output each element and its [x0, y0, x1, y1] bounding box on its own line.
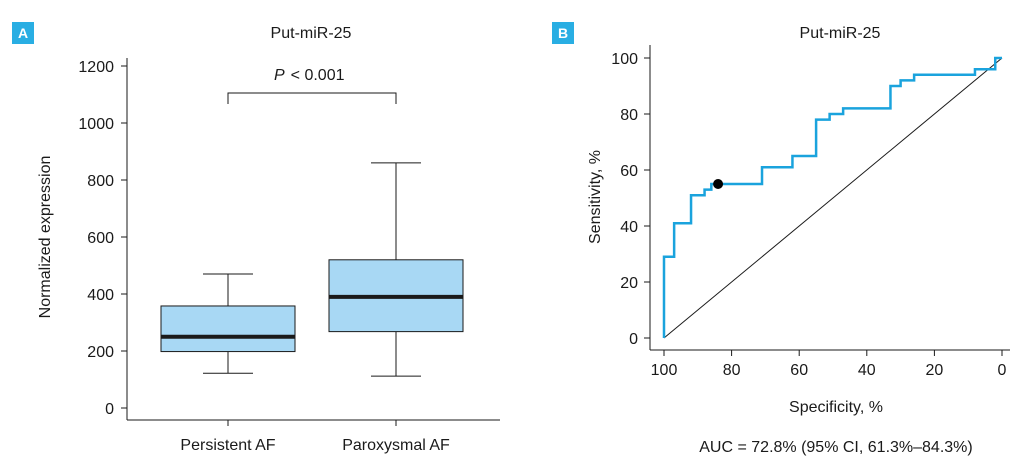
panel-b: B Put-miR-25 Sensitivity, % 0 20 40 60 80 100…: [552, 22, 1010, 456]
bracket-line: [227, 92, 397, 104]
x-tick-label: 100: [651, 362, 678, 379]
panel-b-y-axis-label: Sensitivity, %: [587, 150, 604, 244]
panel-a-title: Put-miR-25: [271, 25, 352, 42]
roc-reference-line: [663, 57, 1003, 339]
panel-a: A Put-miR-25 Normalized expression 0 200 4…: [12, 22, 500, 454]
panel-b-letter: B: [558, 25, 568, 41]
x-category-label: Paroxysmal AF: [342, 437, 450, 454]
y-tick-label: 1200: [78, 59, 114, 76]
x-tick-label: 80: [723, 362, 741, 379]
p-value-symbol: P: [274, 67, 285, 84]
roc-curve: [662, 56, 1002, 338]
box-iqr: [160, 305, 296, 353]
x-tick-label: 40: [858, 362, 876, 379]
y-tick-label: 1000: [78, 116, 114, 133]
y-tick-label: 200: [87, 344, 114, 361]
y-tick-label: 600: [87, 230, 114, 247]
y-tick-label: 100: [611, 51, 638, 68]
panel-b-x-axis-label: Specificity, %: [789, 399, 883, 416]
box-paroxysmal-af: [328, 162, 464, 377]
y-tick-label: 0: [629, 331, 638, 348]
x-tick-label: 20: [926, 362, 944, 379]
y-tick-label: 400: [87, 287, 114, 304]
x-category-label: Persistent AF: [180, 437, 275, 454]
panel-b-title: Put-miR-25: [800, 25, 881, 42]
panel-b-badge: [552, 22, 574, 44]
p-value-annotation: P < 0.001: [274, 67, 345, 84]
y-tick-label: 80: [620, 107, 638, 124]
box-persistent-af: [160, 273, 296, 374]
y-tick-label: 800: [87, 173, 114, 190]
p-value-text: < 0.001: [291, 67, 345, 84]
panel-a-y-axis-label: Normalized expression: [37, 156, 54, 319]
x-tick-label: 0: [998, 362, 1007, 379]
x-tick-label: 60: [790, 362, 808, 379]
y-tick-label: 40: [620, 219, 638, 236]
y-tick-label: 0: [105, 401, 114, 418]
auc-annotation: AUC = 72.8% (95% CI, 61.3%–84.3%): [699, 439, 972, 456]
significance-bracket: [227, 92, 397, 104]
y-tick-label: 20: [620, 275, 638, 292]
panel-a-letter: A: [18, 25, 28, 41]
panel-a-badge: [12, 22, 34, 44]
roc-optimal-point: [713, 179, 724, 189]
y-tick-label: 60: [620, 163, 638, 180]
